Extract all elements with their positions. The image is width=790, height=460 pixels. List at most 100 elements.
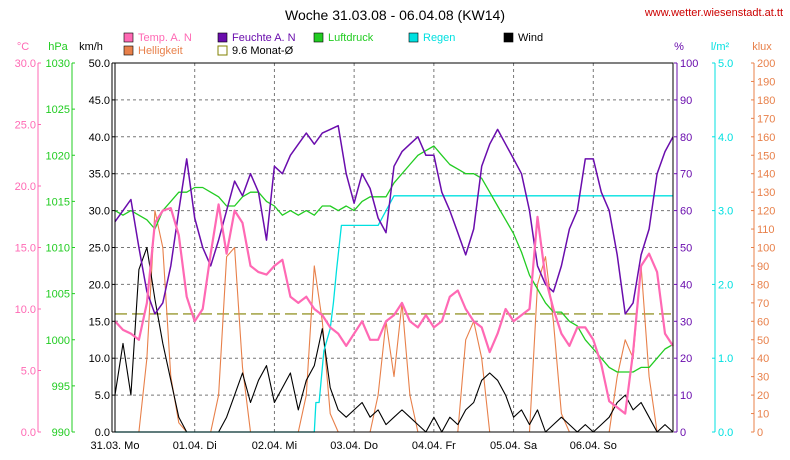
temp-tick-label: 10.0 [15, 304, 36, 316]
light-tick-label: 40 [757, 353, 769, 365]
light-tick-label: 140 [757, 169, 775, 181]
plot-frame [114, 62, 674, 433]
axes: 31.03. Mo 01.04. Di 02.04. Mi 03.04. Do 04.0… [15, 58, 776, 452]
light-tick-label: 10 [757, 409, 769, 421]
light-tick-label: 70 [757, 298, 769, 310]
series-line-temp-a-n [114, 203, 674, 415]
temp-axis-unit: °C [17, 41, 29, 53]
grid [115, 63, 673, 432]
x-tick-label: 01.04. Di [173, 440, 217, 452]
wind-tick-label: 25.0 [89, 243, 110, 255]
chart-title: Woche 31.03.08 - 06.04.08 (KW14) [285, 7, 505, 23]
site-link[interactable]: www.wetter.wiesenstadt.at.tt [644, 7, 783, 19]
humidity-tick-label: 80 [680, 132, 692, 144]
legend-swatch-pressure [313, 32, 324, 43]
pressure-axis-unit: hPa [48, 41, 68, 53]
light-tick-label: 80 [757, 279, 769, 291]
humidity-tick-label: 10 [680, 390, 692, 402]
wind-tick-label: 10.0 [89, 353, 110, 365]
rain-tick-label: 5.0 [718, 58, 733, 70]
legend-label-light: Helligkeit [138, 45, 183, 57]
humidity-tick-label: 40 [680, 279, 692, 291]
pressure-tick-label: 1020 [46, 150, 70, 162]
legend-swatch-temp [123, 32, 134, 43]
humidity-tick-label: 50 [680, 243, 692, 255]
light-tick-label: 100 [757, 243, 775, 255]
x-tick-label: 02.04. Mi [252, 440, 297, 452]
light-tick-label: 150 [757, 150, 775, 162]
x-tick-label: 04.04. Fr [412, 440, 456, 452]
humidity-tick-label: 70 [680, 169, 692, 181]
humidity-tick-label: 0 [680, 427, 686, 439]
light-tick-label: 160 [757, 132, 775, 144]
light-tick-label: 120 [757, 206, 775, 218]
light-axis-unit: klux [752, 41, 772, 53]
temp-tick-label: 0.0 [21, 427, 36, 439]
rain-tick-label: 1.0 [718, 353, 733, 365]
legend-label-month-avg: 9.6 Monat-Ø [232, 45, 294, 57]
wind-axis-unit: km/h [79, 41, 103, 53]
x-tick-label: 03.04. Do [330, 440, 378, 452]
rain-tick-label: 0.0 [718, 427, 733, 439]
pressure-tick-label: 990 [52, 427, 70, 439]
x-tick-label: 31.03. Mo [91, 440, 140, 452]
wind-tick-label: 5.0 [95, 390, 110, 402]
light-tick-label: 190 [757, 76, 775, 88]
pressure-tick-label: 995 [52, 381, 70, 393]
legend: Temp. A. N Feuchte A. N Luftdruck Regen … [123, 32, 543, 57]
light-tick-label: 30 [757, 372, 769, 384]
pressure-tick-label: 1015 [46, 196, 70, 208]
temp-tick-label: 30.0 [15, 58, 36, 70]
pressure-tick-label: 1025 [46, 104, 70, 116]
wind-tick-label: 45.0 [89, 95, 110, 107]
humidity-tick-label: 30 [680, 316, 692, 328]
legend-label-wind: Wind [518, 32, 543, 44]
humidity-axis-unit: % [674, 41, 684, 53]
rain-axis-unit: l/m² [711, 41, 730, 53]
light-tick-label: 180 [757, 95, 775, 107]
wind-tick-label: 15.0 [89, 316, 110, 328]
pressure-tick-label: 1030 [46, 58, 70, 70]
temp-tick-label: 15.0 [15, 243, 36, 255]
light-tick-label: 50 [757, 335, 769, 347]
humidity-tick-label: 20 [680, 353, 692, 365]
humidity-tick-label: 100 [680, 58, 698, 70]
legend-label-pressure: Luftdruck [328, 32, 374, 44]
legend-label-temp: Temp. A. N [138, 32, 192, 44]
legend-swatch-light [123, 45, 134, 56]
x-tick-label: 05.04. Sa [490, 440, 538, 452]
humidity-tick-label: 90 [680, 95, 692, 107]
rain-tick-label: 3.0 [718, 206, 733, 218]
series-line-luftdruck [114, 145, 674, 373]
pressure-tick-label: 1000 [46, 335, 70, 347]
legend-label-rain: Regen [423, 32, 455, 44]
light-tick-label: 200 [757, 58, 775, 70]
wind-tick-label: 0.0 [95, 427, 110, 439]
legend-swatch-wind [503, 32, 514, 43]
light-tick-label: 60 [757, 316, 769, 328]
light-tick-label: 170 [757, 113, 775, 125]
light-tick-label: 110 [757, 224, 775, 236]
light-tick-label: 130 [757, 187, 775, 199]
rain-tick-label: 2.0 [718, 279, 733, 291]
legend-swatch-humidity [217, 32, 228, 43]
legend-label-humidity: Feuchte A. N [232, 32, 296, 44]
light-tick-label: 20 [757, 390, 769, 402]
legend-swatch-rain [408, 32, 419, 43]
rain-tick-label: 4.0 [718, 132, 733, 144]
wind-tick-label: 20.0 [89, 279, 110, 291]
temp-tick-label: 25.0 [15, 120, 36, 132]
wind-tick-label: 35.0 [89, 169, 110, 181]
temp-tick-label: 20.0 [15, 181, 36, 193]
temp-tick-label: 5.0 [21, 366, 36, 378]
light-tick-label: 90 [757, 261, 769, 273]
series-line-regen [115, 195, 673, 433]
humidity-tick-label: 60 [680, 206, 692, 218]
wind-tick-label: 30.0 [89, 206, 110, 218]
wind-tick-label: 40.0 [89, 132, 110, 144]
pressure-tick-label: 1010 [46, 243, 70, 255]
light-tick-label: 0 [757, 427, 763, 439]
wind-tick-label: 50.0 [89, 58, 110, 70]
